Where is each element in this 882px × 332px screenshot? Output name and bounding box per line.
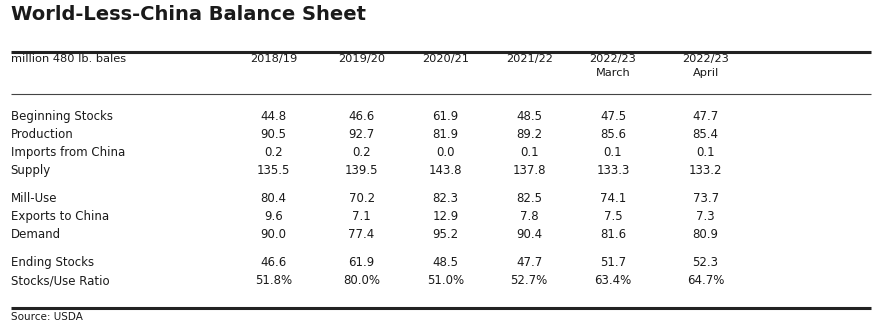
Text: 48.5: 48.5: [432, 256, 459, 269]
Text: 73.7: 73.7: [692, 192, 719, 205]
Text: Imports from China: Imports from China: [11, 146, 125, 159]
Text: 85.6: 85.6: [600, 128, 626, 141]
Text: 82.5: 82.5: [516, 192, 542, 205]
Text: 2022/23: 2022/23: [682, 54, 729, 64]
Text: 90.0: 90.0: [260, 228, 287, 241]
Text: 46.6: 46.6: [260, 256, 287, 269]
Text: 7.8: 7.8: [519, 210, 539, 223]
Text: Ending Stocks: Ending Stocks: [11, 256, 93, 269]
Text: 135.5: 135.5: [257, 164, 290, 177]
Text: Stocks/Use Ratio: Stocks/Use Ratio: [11, 274, 109, 287]
Text: 74.1: 74.1: [600, 192, 626, 205]
Text: 61.9: 61.9: [432, 110, 459, 123]
Text: 133.2: 133.2: [689, 164, 722, 177]
Text: 51.7: 51.7: [600, 256, 626, 269]
Text: 133.3: 133.3: [596, 164, 630, 177]
Text: 52.7%: 52.7%: [511, 274, 548, 287]
Text: 2019/20: 2019/20: [338, 54, 385, 64]
Text: 7.1: 7.1: [352, 210, 371, 223]
Text: 48.5: 48.5: [516, 110, 542, 123]
Text: 0.1: 0.1: [519, 146, 539, 159]
Text: Exports to China: Exports to China: [11, 210, 108, 223]
Text: Beginning Stocks: Beginning Stocks: [11, 110, 113, 123]
Text: Demand: Demand: [11, 228, 61, 241]
Text: 46.6: 46.6: [348, 110, 375, 123]
Text: 2021/22: 2021/22: [505, 54, 553, 64]
Text: 0.1: 0.1: [696, 146, 715, 159]
Text: 90.5: 90.5: [260, 128, 287, 141]
Text: 90.4: 90.4: [516, 228, 542, 241]
Text: 44.8: 44.8: [260, 110, 287, 123]
Text: 92.7: 92.7: [348, 128, 375, 141]
Text: 81.6: 81.6: [600, 228, 626, 241]
Text: 85.4: 85.4: [692, 128, 719, 141]
Text: 80.4: 80.4: [260, 192, 287, 205]
Text: 0.0: 0.0: [437, 146, 454, 159]
Text: 47.7: 47.7: [692, 110, 719, 123]
Text: 2022/23: 2022/23: [589, 54, 637, 64]
Text: 89.2: 89.2: [516, 128, 542, 141]
Text: Mill-Use: Mill-Use: [11, 192, 57, 205]
Text: 143.8: 143.8: [429, 164, 462, 177]
Text: 95.2: 95.2: [432, 228, 459, 241]
Text: 80.0%: 80.0%: [343, 274, 380, 287]
Text: 47.7: 47.7: [516, 256, 542, 269]
Text: 0.2: 0.2: [352, 146, 371, 159]
Text: 51.0%: 51.0%: [427, 274, 464, 287]
Text: 139.5: 139.5: [345, 164, 378, 177]
Text: 0.1: 0.1: [603, 146, 623, 159]
Text: Production: Production: [11, 128, 73, 141]
Text: 61.9: 61.9: [348, 256, 375, 269]
Text: March: March: [595, 68, 631, 78]
Text: 63.4%: 63.4%: [594, 274, 632, 287]
Text: 12.9: 12.9: [432, 210, 459, 223]
Text: 137.8: 137.8: [512, 164, 546, 177]
Text: 7.5: 7.5: [603, 210, 623, 223]
Text: 2018/19: 2018/19: [250, 54, 297, 64]
Text: Supply: Supply: [11, 164, 51, 177]
Text: million 480 lb. bales: million 480 lb. bales: [11, 54, 126, 64]
Text: 7.3: 7.3: [696, 210, 715, 223]
Text: 51.8%: 51.8%: [255, 274, 292, 287]
Text: 80.9: 80.9: [692, 228, 719, 241]
Text: 2020/21: 2020/21: [422, 54, 469, 64]
Text: 81.9: 81.9: [432, 128, 459, 141]
Text: 52.3: 52.3: [692, 256, 719, 269]
Text: World-Less-China Balance Sheet: World-Less-China Balance Sheet: [11, 5, 365, 24]
Text: 82.3: 82.3: [432, 192, 459, 205]
Text: 70.2: 70.2: [348, 192, 375, 205]
Text: 64.7%: 64.7%: [687, 274, 724, 287]
Text: 47.5: 47.5: [600, 110, 626, 123]
Text: 9.6: 9.6: [264, 210, 283, 223]
Text: 77.4: 77.4: [348, 228, 375, 241]
Text: April: April: [692, 68, 719, 78]
Text: Source: USDA: Source: USDA: [11, 312, 82, 322]
Text: 0.2: 0.2: [264, 146, 283, 159]
